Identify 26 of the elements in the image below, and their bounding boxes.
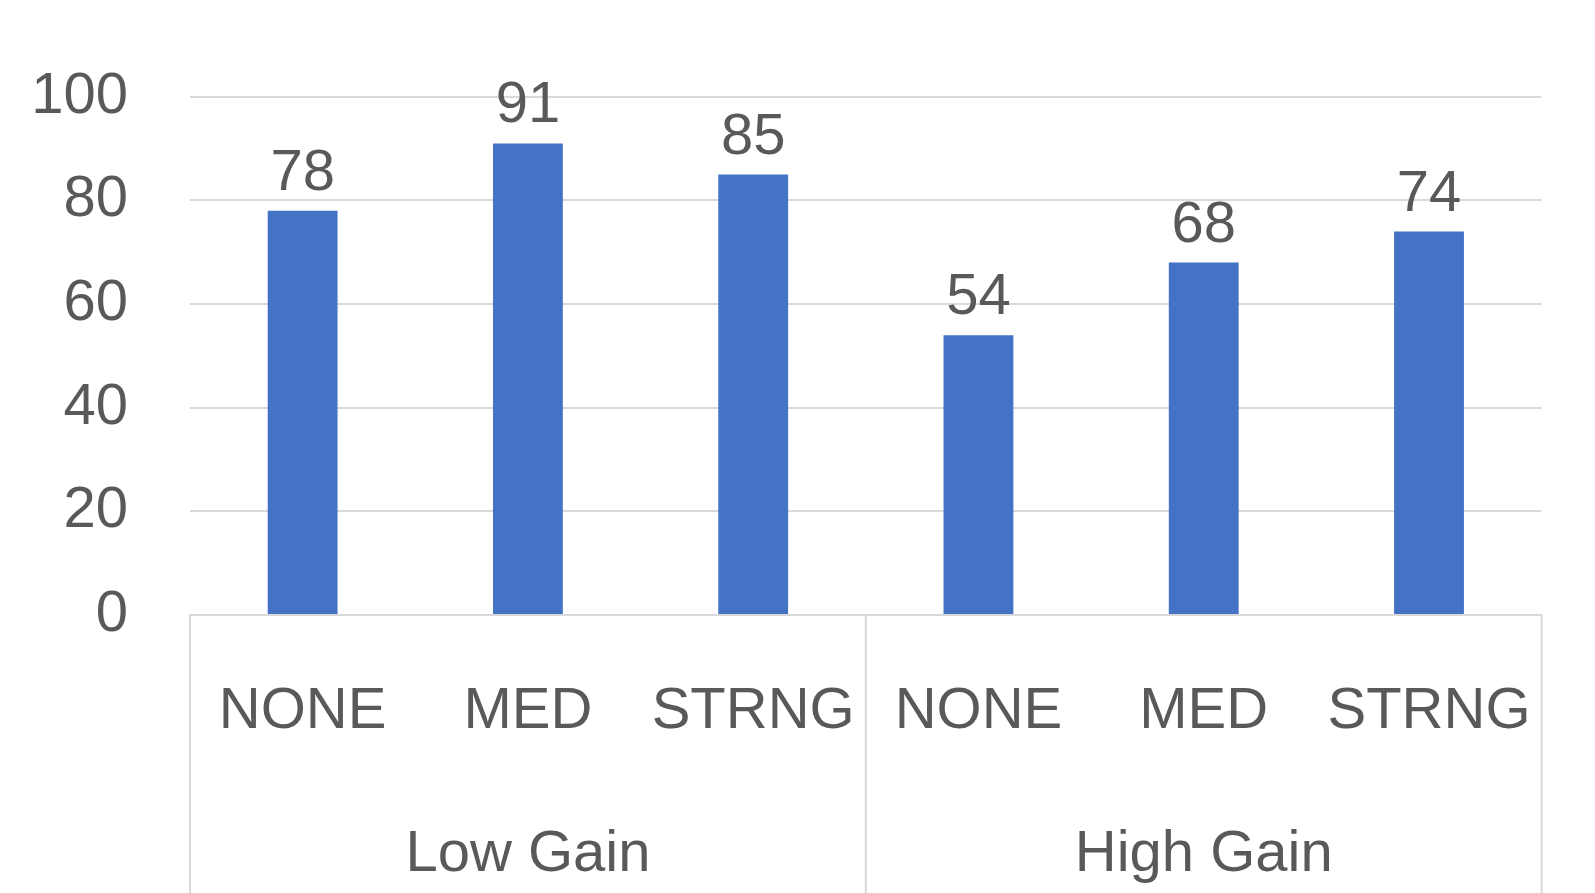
bar xyxy=(718,174,789,614)
data-label: 54 xyxy=(946,261,1011,327)
x-tick-label: NONE xyxy=(218,674,387,740)
bar xyxy=(943,335,1014,614)
x-tick-label: STRNG xyxy=(651,674,855,740)
bar xyxy=(1394,231,1464,614)
bar xyxy=(267,210,338,614)
text: High Gain xyxy=(1074,818,1333,883)
bar xyxy=(492,143,563,614)
text: Low Gain xyxy=(405,818,651,883)
data-label: 78 xyxy=(270,136,335,202)
data-label: 91 xyxy=(495,69,561,135)
y-tick-label: 60 xyxy=(63,267,128,333)
y-tick-label: 0 xyxy=(95,578,128,643)
x-tick-label: STRNG xyxy=(1327,674,1531,740)
x-tick-label: MED xyxy=(463,674,593,740)
y-tick-label: 80 xyxy=(63,163,128,229)
x-tick-label: NONE xyxy=(894,674,1063,740)
y-tick-label: 20 xyxy=(63,474,128,540)
y-tick-label: 40 xyxy=(63,370,128,436)
data-label: 68 xyxy=(1171,188,1236,254)
data-label: 85 xyxy=(720,100,786,166)
x-tick-label: MED xyxy=(1139,674,1269,740)
data-label: 74 xyxy=(1396,157,1462,223)
y-tick-label: 100 xyxy=(31,59,128,125)
bar xyxy=(1168,262,1239,614)
